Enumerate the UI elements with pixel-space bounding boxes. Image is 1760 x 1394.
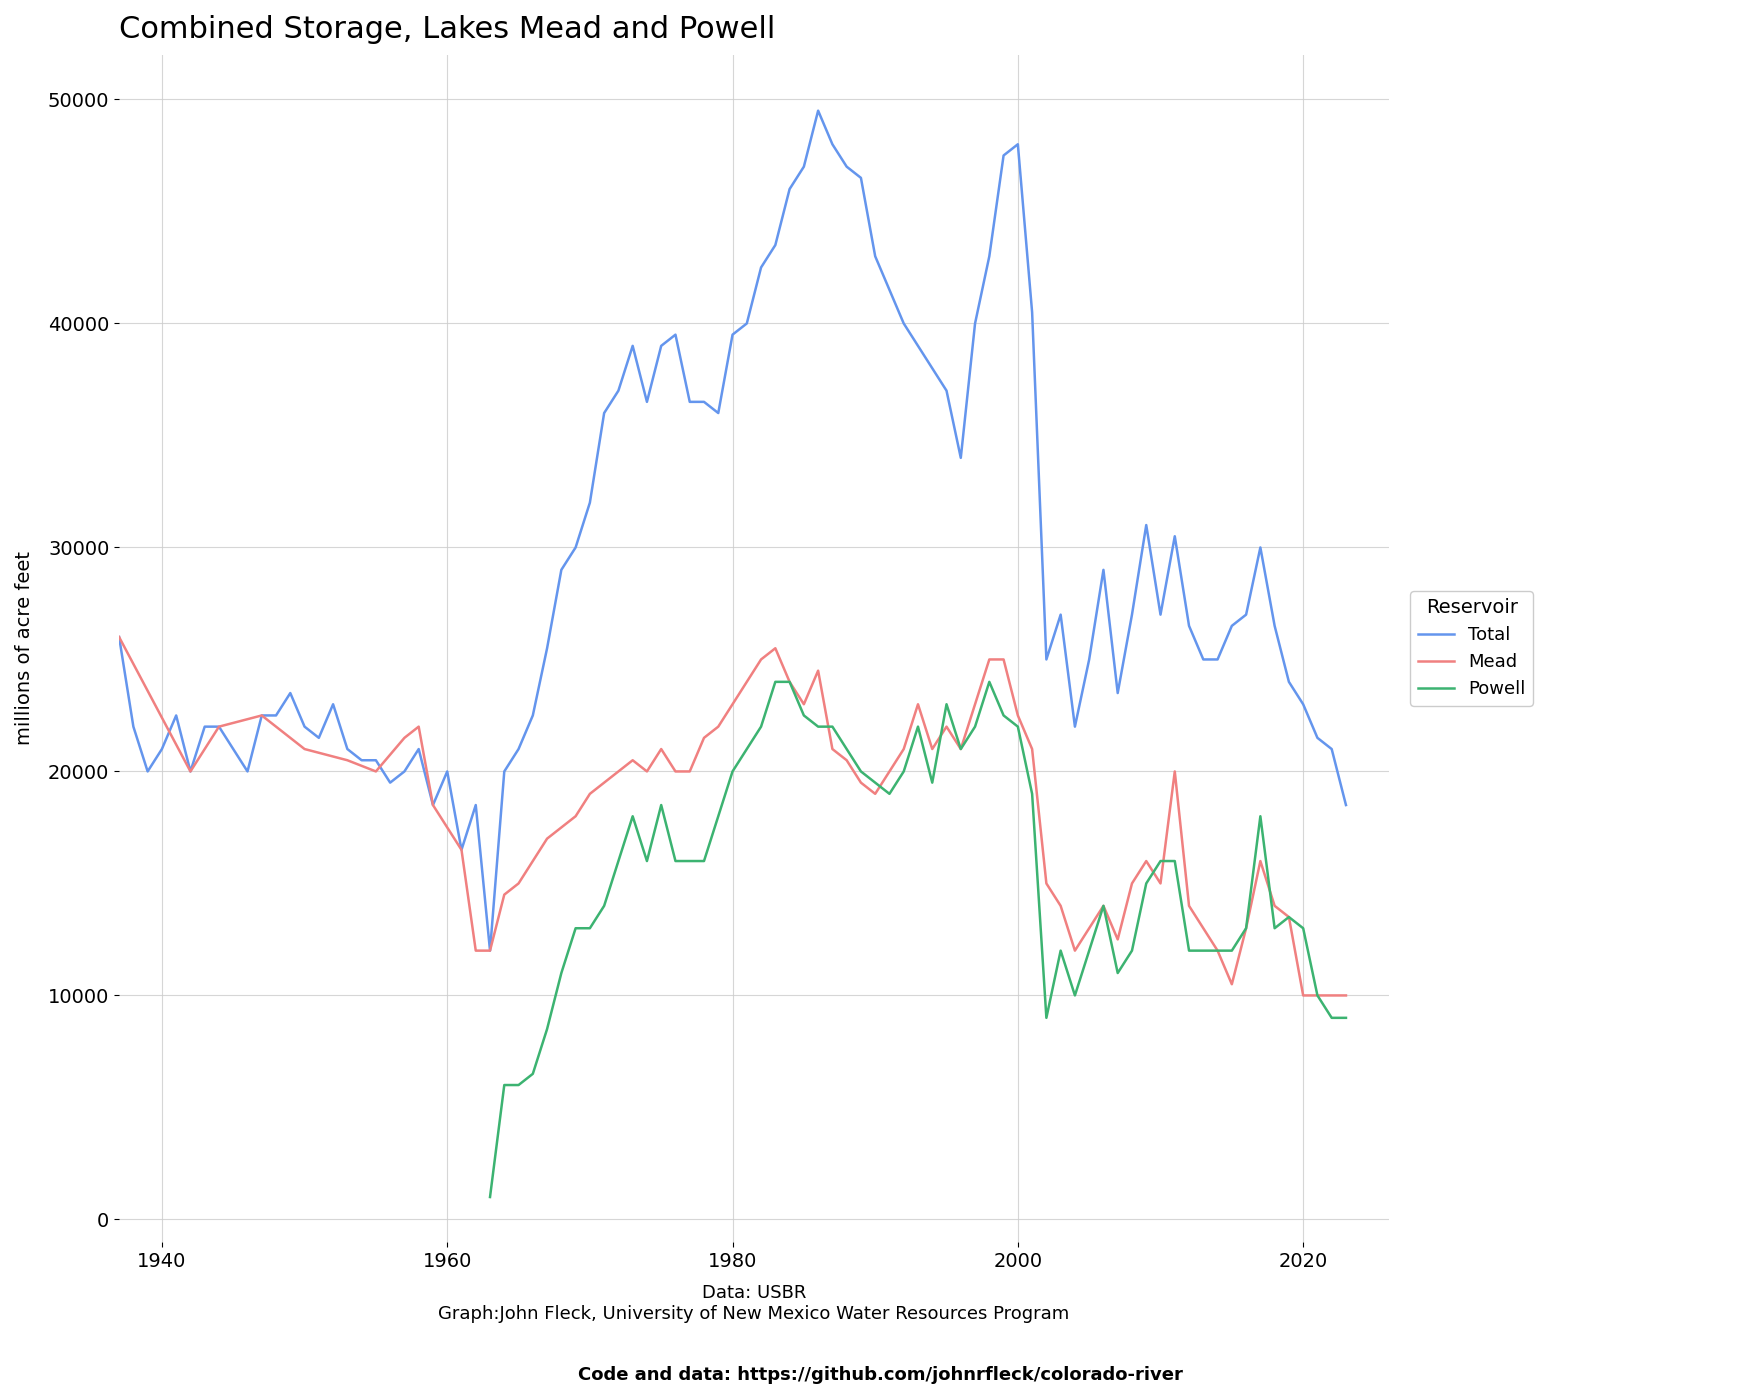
Powell <box>794 707 815 723</box>
Powell <box>479 1189 500 1206</box>
Legend: Total, Mead, Powell: Total, Mead, Powell <box>1410 591 1533 705</box>
Text: Combined Storage, Lakes Mead and Powell: Combined Storage, Lakes Mead and Powell <box>120 15 776 45</box>
Total <box>736 315 757 332</box>
Mead <box>822 740 843 757</box>
Mead <box>109 629 130 645</box>
Mead <box>1336 987 1357 1004</box>
Total <box>479 942 500 959</box>
Y-axis label: millions of acre feet: millions of acre feet <box>16 551 33 746</box>
Mead <box>1193 920 1214 937</box>
Total <box>109 629 130 645</box>
Total <box>637 393 658 410</box>
Total <box>465 797 486 814</box>
Total <box>308 729 329 746</box>
Text: Code and data: https://github.com/johnrfleck/colorado-river: Code and data: https://github.com/johnrf… <box>577 1366 1183 1384</box>
Mead <box>537 831 558 848</box>
Total <box>1336 797 1357 814</box>
Powell <box>1007 718 1028 735</box>
Total <box>380 774 401 790</box>
Powell <box>1336 1009 1357 1026</box>
Mead <box>1236 920 1257 937</box>
Mead <box>1292 987 1313 1004</box>
Mead <box>1163 763 1184 779</box>
Powell <box>950 740 972 757</box>
Line: Total: Total <box>120 110 1346 951</box>
Mead <box>651 740 672 757</box>
Total <box>808 102 829 118</box>
Powell <box>679 853 700 870</box>
Line: Mead: Mead <box>120 637 1346 995</box>
Total <box>1135 517 1156 534</box>
X-axis label: Data: USBR
Graph:John Fleck, University of New Mexico Water Resources Program: Data: USBR Graph:John Fleck, University … <box>438 1284 1070 1323</box>
Powell <box>1236 920 1257 937</box>
Line: Powell: Powell <box>489 682 1346 1197</box>
Powell <box>766 673 787 690</box>
Powell <box>651 797 672 814</box>
